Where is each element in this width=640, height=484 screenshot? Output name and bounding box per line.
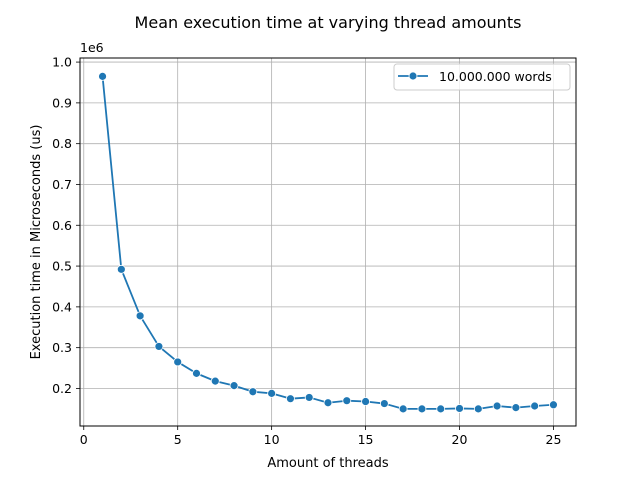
data-point xyxy=(398,404,408,414)
data-point xyxy=(511,403,521,413)
x-tick-label: 20 xyxy=(452,432,468,447)
data-point xyxy=(492,401,502,411)
series-layer xyxy=(98,71,558,414)
grid xyxy=(80,58,576,426)
data-point xyxy=(323,398,333,408)
y-tick-label: 0.8 xyxy=(52,136,72,151)
y-tick-label: 0.6 xyxy=(52,218,72,233)
data-point xyxy=(135,311,145,321)
series-line xyxy=(101,76,554,410)
x-tick-label: 0 xyxy=(80,432,88,447)
data-point xyxy=(342,396,352,406)
data-point xyxy=(304,393,314,402)
data-point xyxy=(267,388,277,398)
data-point xyxy=(173,357,183,367)
y-tick-label: 0.4 xyxy=(52,299,72,314)
data-point xyxy=(154,342,164,351)
y-axis-label: Execution time in Microseconds (us) xyxy=(29,125,44,360)
data-point xyxy=(455,404,464,413)
data-point xyxy=(473,404,483,414)
y-tick-label: 0.5 xyxy=(52,259,72,274)
y-offset-label: 1e6 xyxy=(80,40,104,55)
data-point xyxy=(361,397,370,406)
x-tick-label: 25 xyxy=(546,432,562,447)
y-axis: 0.2 0.3 0.4 0.5 0.6 0.7 0.8 0.9 1.0 xyxy=(52,55,80,396)
data-point xyxy=(417,404,427,414)
plot-frame xyxy=(79,57,577,427)
x-tick-label: 10 xyxy=(264,432,280,447)
y-tick-label: 0.2 xyxy=(52,381,72,396)
legend: 10.000.000 words xyxy=(393,63,571,91)
x-tick-label: 5 xyxy=(174,432,182,447)
y-tick-label: 0.7 xyxy=(52,177,72,192)
data-point xyxy=(530,401,540,411)
data-point xyxy=(116,264,126,274)
data-point xyxy=(98,71,107,81)
x-axis: 0 5 10 15 20 25 xyxy=(80,426,562,447)
data-point xyxy=(229,381,239,391)
data-point xyxy=(286,394,295,404)
legend-entry-label: 10.000.000 words xyxy=(439,69,552,84)
data-point xyxy=(436,404,446,414)
y-tick-label: 1.0 xyxy=(52,55,72,70)
chart-title: Mean execution time at varying thread am… xyxy=(135,13,522,32)
data-point xyxy=(210,376,220,386)
data-point xyxy=(549,400,558,410)
legend-marker-swatch xyxy=(408,71,418,81)
x-axis-label: Amount of threads xyxy=(267,456,388,471)
y-tick-label: 0.3 xyxy=(52,340,72,355)
data-point xyxy=(379,399,389,408)
data-point xyxy=(248,387,258,397)
legend-box xyxy=(393,63,571,91)
x-tick-label: 15 xyxy=(358,432,374,447)
y-tick-label: 0.9 xyxy=(52,95,72,110)
data-point xyxy=(192,368,201,378)
